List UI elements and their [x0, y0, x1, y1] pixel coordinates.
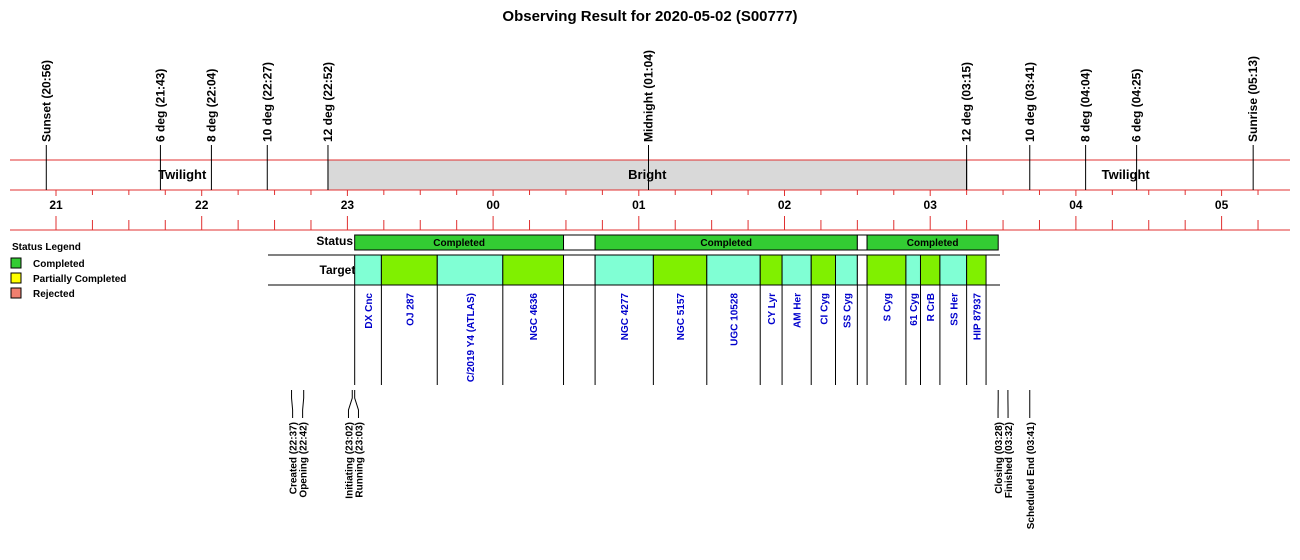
state-connector: [302, 390, 305, 418]
chart-title: Observing Result for 2020-05-02 (S00777): [502, 8, 797, 25]
status-block-label: Completed: [433, 238, 485, 249]
target-label: CI Cyg: [819, 293, 830, 325]
target-label: C/2019 Y4 (ATLAS): [466, 293, 477, 382]
hour-label: 01: [632, 198, 646, 212]
event-label: 12 deg (03:15): [960, 62, 974, 142]
event-label: 6 deg (21:43): [153, 69, 167, 142]
event-label: 8 deg (22:04): [204, 69, 218, 142]
hour-label: 23: [341, 198, 355, 212]
target-block: [502, 254, 565, 286]
targets-header: Targets: [320, 263, 363, 277]
state-label: Initiating (23:02): [344, 422, 355, 499]
state-connector: [347, 390, 353, 418]
target-block: [856, 254, 868, 286]
target-label: NGC 4277: [620, 293, 631, 341]
period-label: Twilight: [1102, 167, 1151, 182]
target-block: [905, 254, 921, 286]
state-label: Opening (22:42): [299, 422, 310, 498]
target-block: [759, 254, 783, 286]
target-block: [810, 254, 836, 286]
target-label: UGC 10528: [730, 293, 741, 346]
state-label: Created (22:37): [289, 422, 300, 494]
hour-label: 21: [49, 198, 63, 212]
status-header: Status: [316, 234, 353, 248]
legend-swatch: [10, 287, 22, 299]
event-label: 6 deg (04:25): [1130, 69, 1144, 142]
status-block-label: Completed: [907, 238, 959, 249]
hour-label: 00: [486, 198, 500, 212]
target-block: [866, 254, 907, 286]
target-block: [594, 254, 654, 286]
state-connector: [291, 390, 294, 418]
event-label: Sunrise (05:13): [1246, 56, 1260, 142]
target-block: [919, 254, 941, 286]
legend-title: Status Legend: [12, 242, 81, 253]
hour-label: 03: [924, 198, 938, 212]
target-label: OJ 287: [405, 293, 416, 326]
state-label: Finished (03:32): [1004, 422, 1015, 498]
event-label: Midnight (01:04): [642, 50, 656, 142]
status-block: [856, 234, 868, 251]
target-block: [834, 254, 858, 286]
target-label: NGC 4636: [529, 293, 540, 341]
legend-swatch: [10, 257, 22, 269]
target-block: [436, 254, 504, 286]
event-label: 10 deg (03:41): [1023, 62, 1037, 142]
target-block: [706, 254, 761, 286]
legend-label: Partially Completed: [33, 274, 126, 285]
hour-label: 04: [1069, 198, 1083, 212]
status-block: [563, 234, 596, 251]
target-block: [966, 254, 987, 286]
target-block: [939, 254, 968, 286]
event-label: Sunset (20:56): [39, 60, 53, 142]
hour-label: 02: [778, 198, 792, 212]
target-label: 61 Cyg: [909, 293, 920, 326]
target-label: NGC 5157: [676, 293, 687, 341]
target-label: R CrB: [926, 293, 937, 321]
status-target-rows: Status Targets Completed Completed Completed…: [268, 234, 1000, 385]
state-connector: [354, 390, 359, 418]
target-block: [354, 254, 382, 286]
target-block: [781, 254, 812, 286]
legend-label: Rejected: [33, 289, 75, 300]
target-block: [380, 254, 438, 286]
target-label: AM Her: [793, 293, 804, 328]
period-label: Bright: [628, 167, 667, 182]
period-label: Twilight: [158, 167, 207, 182]
target-label: SS Her: [949, 293, 960, 326]
time-axis: Twilight Bright Twilight 21 22 23 00 01 02 03 04 05: [10, 159, 1290, 231]
target-label: SS Cyg: [842, 293, 853, 328]
target-label: HIP 87937: [972, 293, 983, 341]
target-block: [563, 254, 596, 286]
event-label: 10 deg (22:27): [260, 62, 274, 142]
status-block-label: Completed: [700, 238, 752, 249]
legend-swatch: [10, 272, 22, 284]
target-label: DX Cnc: [364, 293, 375, 329]
event-label: 8 deg (04:04): [1079, 69, 1093, 142]
hour-label: 05: [1215, 198, 1229, 212]
target-label: S Cyg: [882, 293, 893, 321]
state-label: Closing (03:28): [994, 422, 1005, 494]
target-label: CY Lyr: [767, 293, 778, 325]
state-changes: Created (22:37) Opening (22:42) Initiating…: [289, 390, 1037, 529]
status-block: [866, 234, 999, 251]
state-label: Running (23:03): [354, 422, 365, 498]
event-label: 12 deg (22:52): [321, 62, 335, 142]
state-label: Scheduled End (03:41): [1026, 422, 1037, 529]
legend-label: Completed: [33, 259, 85, 270]
target-block: [652, 254, 708, 286]
sky-events: Sunset (20:56) 6 deg (21:43) 8 deg (22:04)…: [39, 50, 1260, 190]
status-legend: Status Legend Completed Partially Complete…: [10, 242, 126, 300]
period-band-bright: [327, 159, 968, 191]
hour-label: 22: [195, 198, 209, 212]
